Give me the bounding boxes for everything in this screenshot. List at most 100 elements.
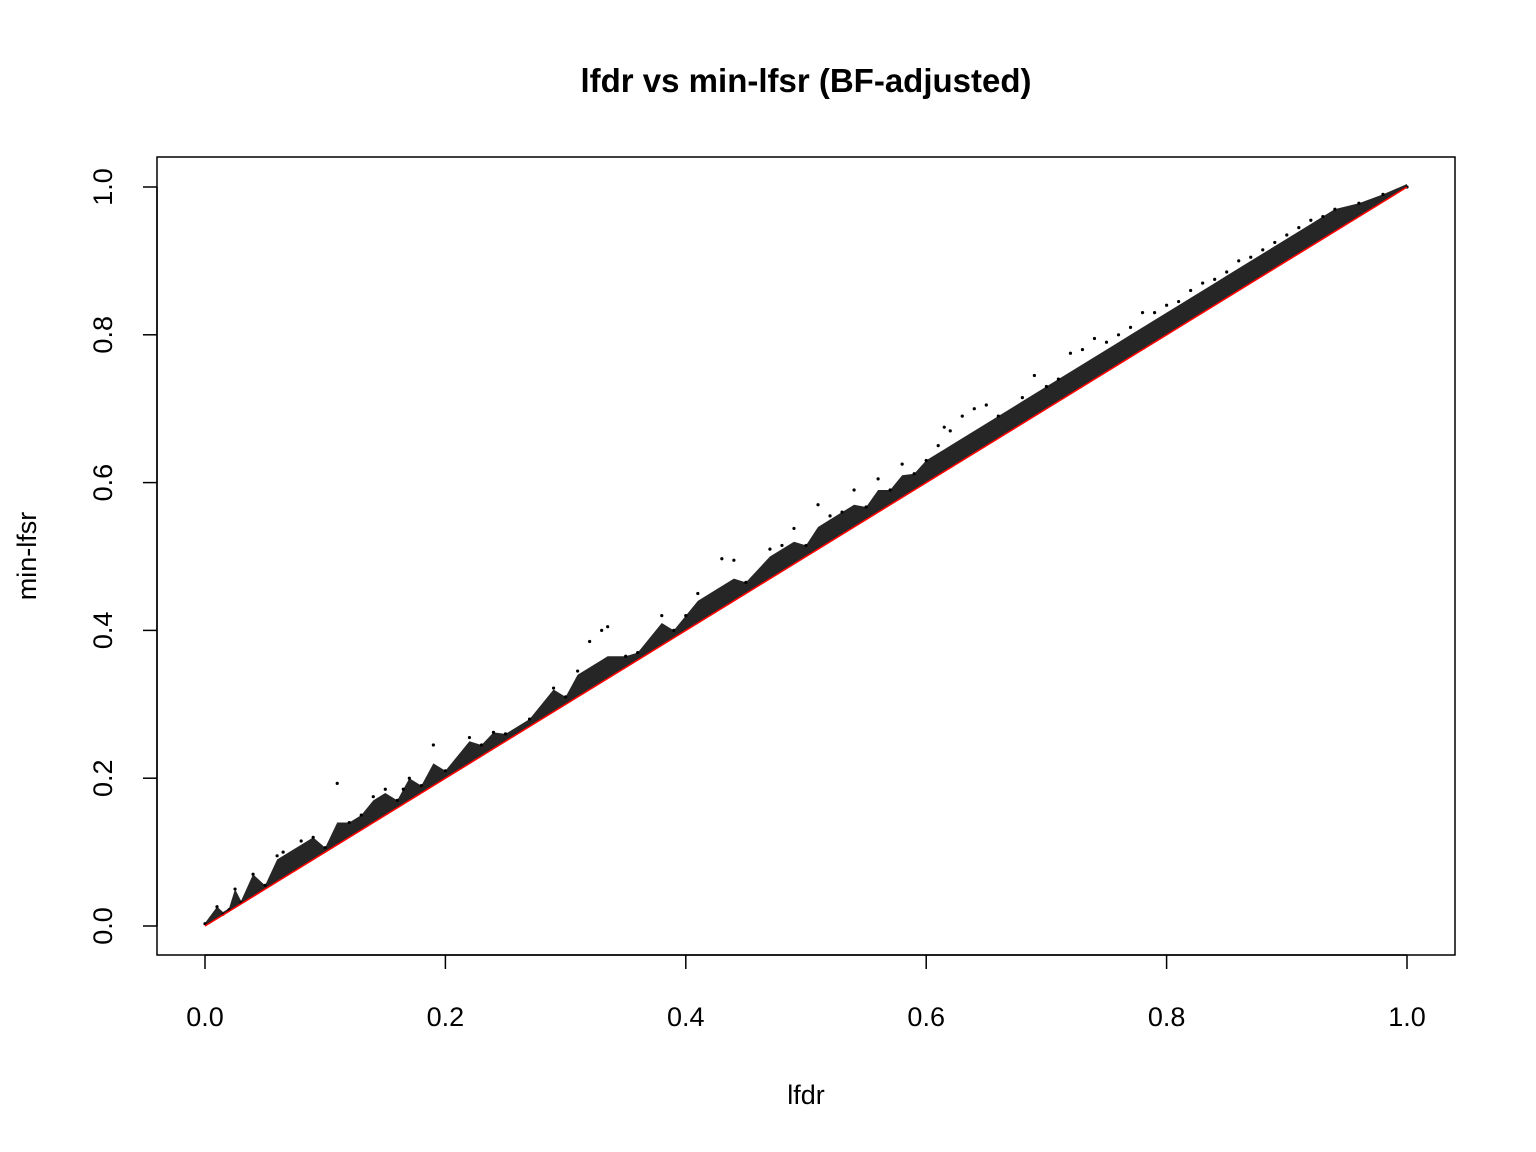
scatter-point — [672, 628, 676, 633]
scatter-point — [1080, 347, 1085, 352]
y-axis: 0.0 0.2 0.4 0.6 0.8 1.0 — [88, 168, 158, 945]
scatter-point — [696, 591, 700, 596]
scatter-point — [816, 503, 820, 507]
scatter-point — [924, 458, 928, 463]
x-tick-label: 0.8 — [1148, 1002, 1186, 1032]
x-axis-label: lfdr — [787, 1080, 825, 1110]
scatter-point — [948, 429, 952, 433]
scatter-point — [491, 730, 496, 734]
scatter-point — [503, 732, 508, 736]
scatter-point — [1309, 218, 1313, 222]
scatter-point — [732, 558, 736, 562]
scatter-point — [347, 820, 351, 825]
scatter-point — [684, 614, 688, 618]
scatter-point — [383, 787, 387, 791]
scatter-point — [1032, 373, 1036, 378]
scatter-point — [996, 414, 1000, 418]
scatter-point — [804, 543, 808, 548]
scatter-point — [401, 787, 405, 791]
scatter-point — [876, 477, 880, 481]
y-axis-label: min-lfsr — [12, 512, 42, 601]
y-tick-label: 0.8 — [88, 316, 118, 354]
scatter-point — [1225, 270, 1229, 274]
scatter-point — [840, 510, 844, 514]
scatter-point — [1321, 214, 1325, 219]
scatter-point — [720, 557, 724, 561]
scatter-point — [1092, 336, 1097, 341]
chart-title: lfdr vs min-lfsr (BF-adjusted) — [580, 62, 1031, 99]
scatter-point — [431, 743, 435, 747]
y-tick-label: 0.0 — [88, 907, 118, 945]
scatter-point — [233, 887, 237, 891]
scatter-point — [311, 835, 315, 839]
x-tick-label: 0.2 — [427, 1002, 465, 1032]
scatter-point — [359, 813, 363, 817]
scatter-point — [1201, 281, 1205, 285]
scatter-point — [1020, 396, 1024, 400]
scatter-point — [1285, 233, 1289, 237]
scatter-point — [215, 905, 219, 909]
scatter-point — [479, 743, 484, 747]
y-tick-label: 0.6 — [88, 464, 118, 502]
scatter-point — [551, 686, 556, 690]
scatter-point — [780, 543, 784, 548]
scatter-point — [1056, 377, 1061, 381]
scatter-point — [1140, 311, 1145, 315]
scatter-point — [1333, 207, 1337, 211]
scatter-point — [1128, 325, 1133, 330]
scatter-point — [744, 580, 748, 584]
scatter-point — [828, 514, 832, 518]
x-tick-label: 0.6 — [907, 1002, 945, 1032]
scatter-point — [443, 769, 447, 773]
scatter-point — [600, 628, 604, 633]
x-tick-label: 1.0 — [1388, 1002, 1426, 1032]
scatter-point — [606, 625, 610, 629]
scatter-point — [335, 781, 339, 785]
scatter-point — [564, 695, 568, 699]
scatter-point — [1249, 255, 1253, 259]
scatter-point — [281, 850, 285, 854]
scatter-point — [636, 650, 640, 655]
scatter-point — [1104, 340, 1109, 344]
scatter-point — [1213, 277, 1217, 281]
x-tick-label: 0.0 — [186, 1002, 224, 1032]
scatter-point — [407, 776, 411, 780]
scatter-point — [936, 444, 940, 448]
y-tick-label: 0.4 — [88, 612, 118, 650]
scatter-point — [888, 488, 892, 492]
scatter-point — [1189, 288, 1193, 293]
scatter-point — [768, 547, 772, 551]
scatter-point — [972, 407, 976, 411]
y-tick-label: 0.2 — [88, 759, 118, 797]
scatter-point — [1297, 226, 1301, 230]
scatter-point — [900, 462, 904, 466]
scatter-point — [660, 614, 664, 618]
scatter-point — [1177, 299, 1181, 304]
scatter-point — [299, 839, 303, 843]
scatter-point — [419, 783, 423, 788]
scatter-point — [1068, 351, 1073, 355]
scatter-point — [960, 414, 964, 418]
scatter-point — [852, 488, 856, 492]
scatter-point — [263, 883, 267, 887]
scatter-point — [371, 795, 375, 799]
x-tick-label: 0.4 — [667, 1002, 705, 1032]
y-tick-label: 1.0 — [88, 168, 118, 206]
scatter-point — [1261, 248, 1265, 252]
scatter-point — [624, 654, 628, 658]
reference-line — [204, 186, 1408, 927]
scatter-point — [1357, 201, 1361, 205]
scatter-point — [1237, 259, 1241, 263]
scatter-point — [251, 872, 255, 876]
scatter-point — [864, 505, 868, 509]
scatter-point — [1381, 192, 1385, 196]
scatter-point — [275, 854, 279, 858]
scatter-point — [1152, 311, 1157, 315]
scatter-point — [1044, 384, 1048, 389]
scatter-point — [588, 639, 592, 644]
scatter-point — [942, 425, 946, 429]
scatter-point — [984, 403, 988, 407]
scatter-point — [527, 717, 532, 721]
x-axis: 0.0 0.2 0.4 0.6 0.8 1.0 — [186, 954, 1426, 1032]
